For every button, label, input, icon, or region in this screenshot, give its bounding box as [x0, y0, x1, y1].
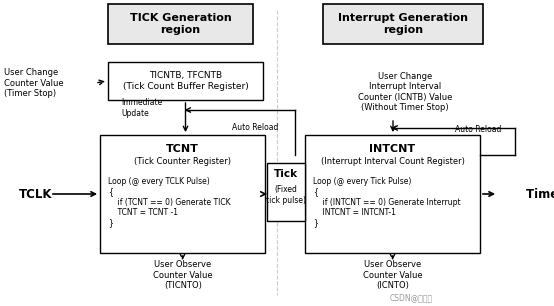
Text: Auto Reload: Auto Reload: [455, 125, 501, 135]
Text: User Observe
Counter Value
(ICNTO): User Observe Counter Value (ICNTO): [363, 260, 423, 290]
Text: (Fixed
tick pulse): (Fixed tick pulse): [266, 185, 306, 205]
Text: CSDN@银屁虫: CSDN@银屁虫: [390, 293, 433, 303]
Text: TCLK: TCLK: [19, 188, 53, 200]
Text: User Change
Counter Value
(Timer Stop): User Change Counter Value (Timer Stop): [4, 68, 64, 98]
Bar: [267, 163, 305, 221]
Text: (Interrupt Interval Count Register): (Interrupt Interval Count Register): [321, 156, 464, 166]
Text: (Tick Counter Register): (Tick Counter Register): [134, 156, 231, 166]
Text: TICK Generation
region: TICK Generation region: [130, 13, 232, 35]
Text: TCNT: TCNT: [166, 144, 199, 154]
Text: INTCNT: INTCNT: [370, 144, 416, 154]
Text: Tick: Tick: [274, 169, 298, 179]
Text: Auto Reload: Auto Reload: [232, 122, 278, 132]
Text: Loop (@ every TCLK Pulse)
{
    if (TCNT == 0) Generate TICK
    TCNT = TCNT -1
: Loop (@ every TCLK Pulse) { if (TCNT == …: [108, 177, 230, 228]
Text: User Observe
Counter Value
(TICNTO): User Observe Counter Value (TICNTO): [153, 260, 213, 290]
Bar: [100, 135, 265, 253]
Bar: [305, 135, 480, 253]
Text: User Change
Interrupt Interval
Counter (ICNTB) Value
(Without Timer Stop): User Change Interrupt Interval Counter (…: [358, 72, 452, 112]
Bar: [108, 4, 253, 44]
Bar: [323, 4, 483, 44]
Text: Timer IRQ: Timer IRQ: [526, 188, 554, 200]
Text: Loop (@ every Tick Pulse)
{
    if (INTCNT == 0) Generate Interrupt
    INTCNT =: Loop (@ every Tick Pulse) { if (INTCNT =…: [313, 177, 460, 228]
Text: Interrupt Generation
region: Interrupt Generation region: [338, 13, 468, 35]
Text: TICNTB, TFCNTB
(Tick Count Buffer Register): TICNTB, TFCNTB (Tick Count Buffer Regist…: [122, 71, 248, 91]
Text: Immediate
Update: Immediate Update: [121, 98, 162, 118]
Bar: [108, 62, 263, 100]
